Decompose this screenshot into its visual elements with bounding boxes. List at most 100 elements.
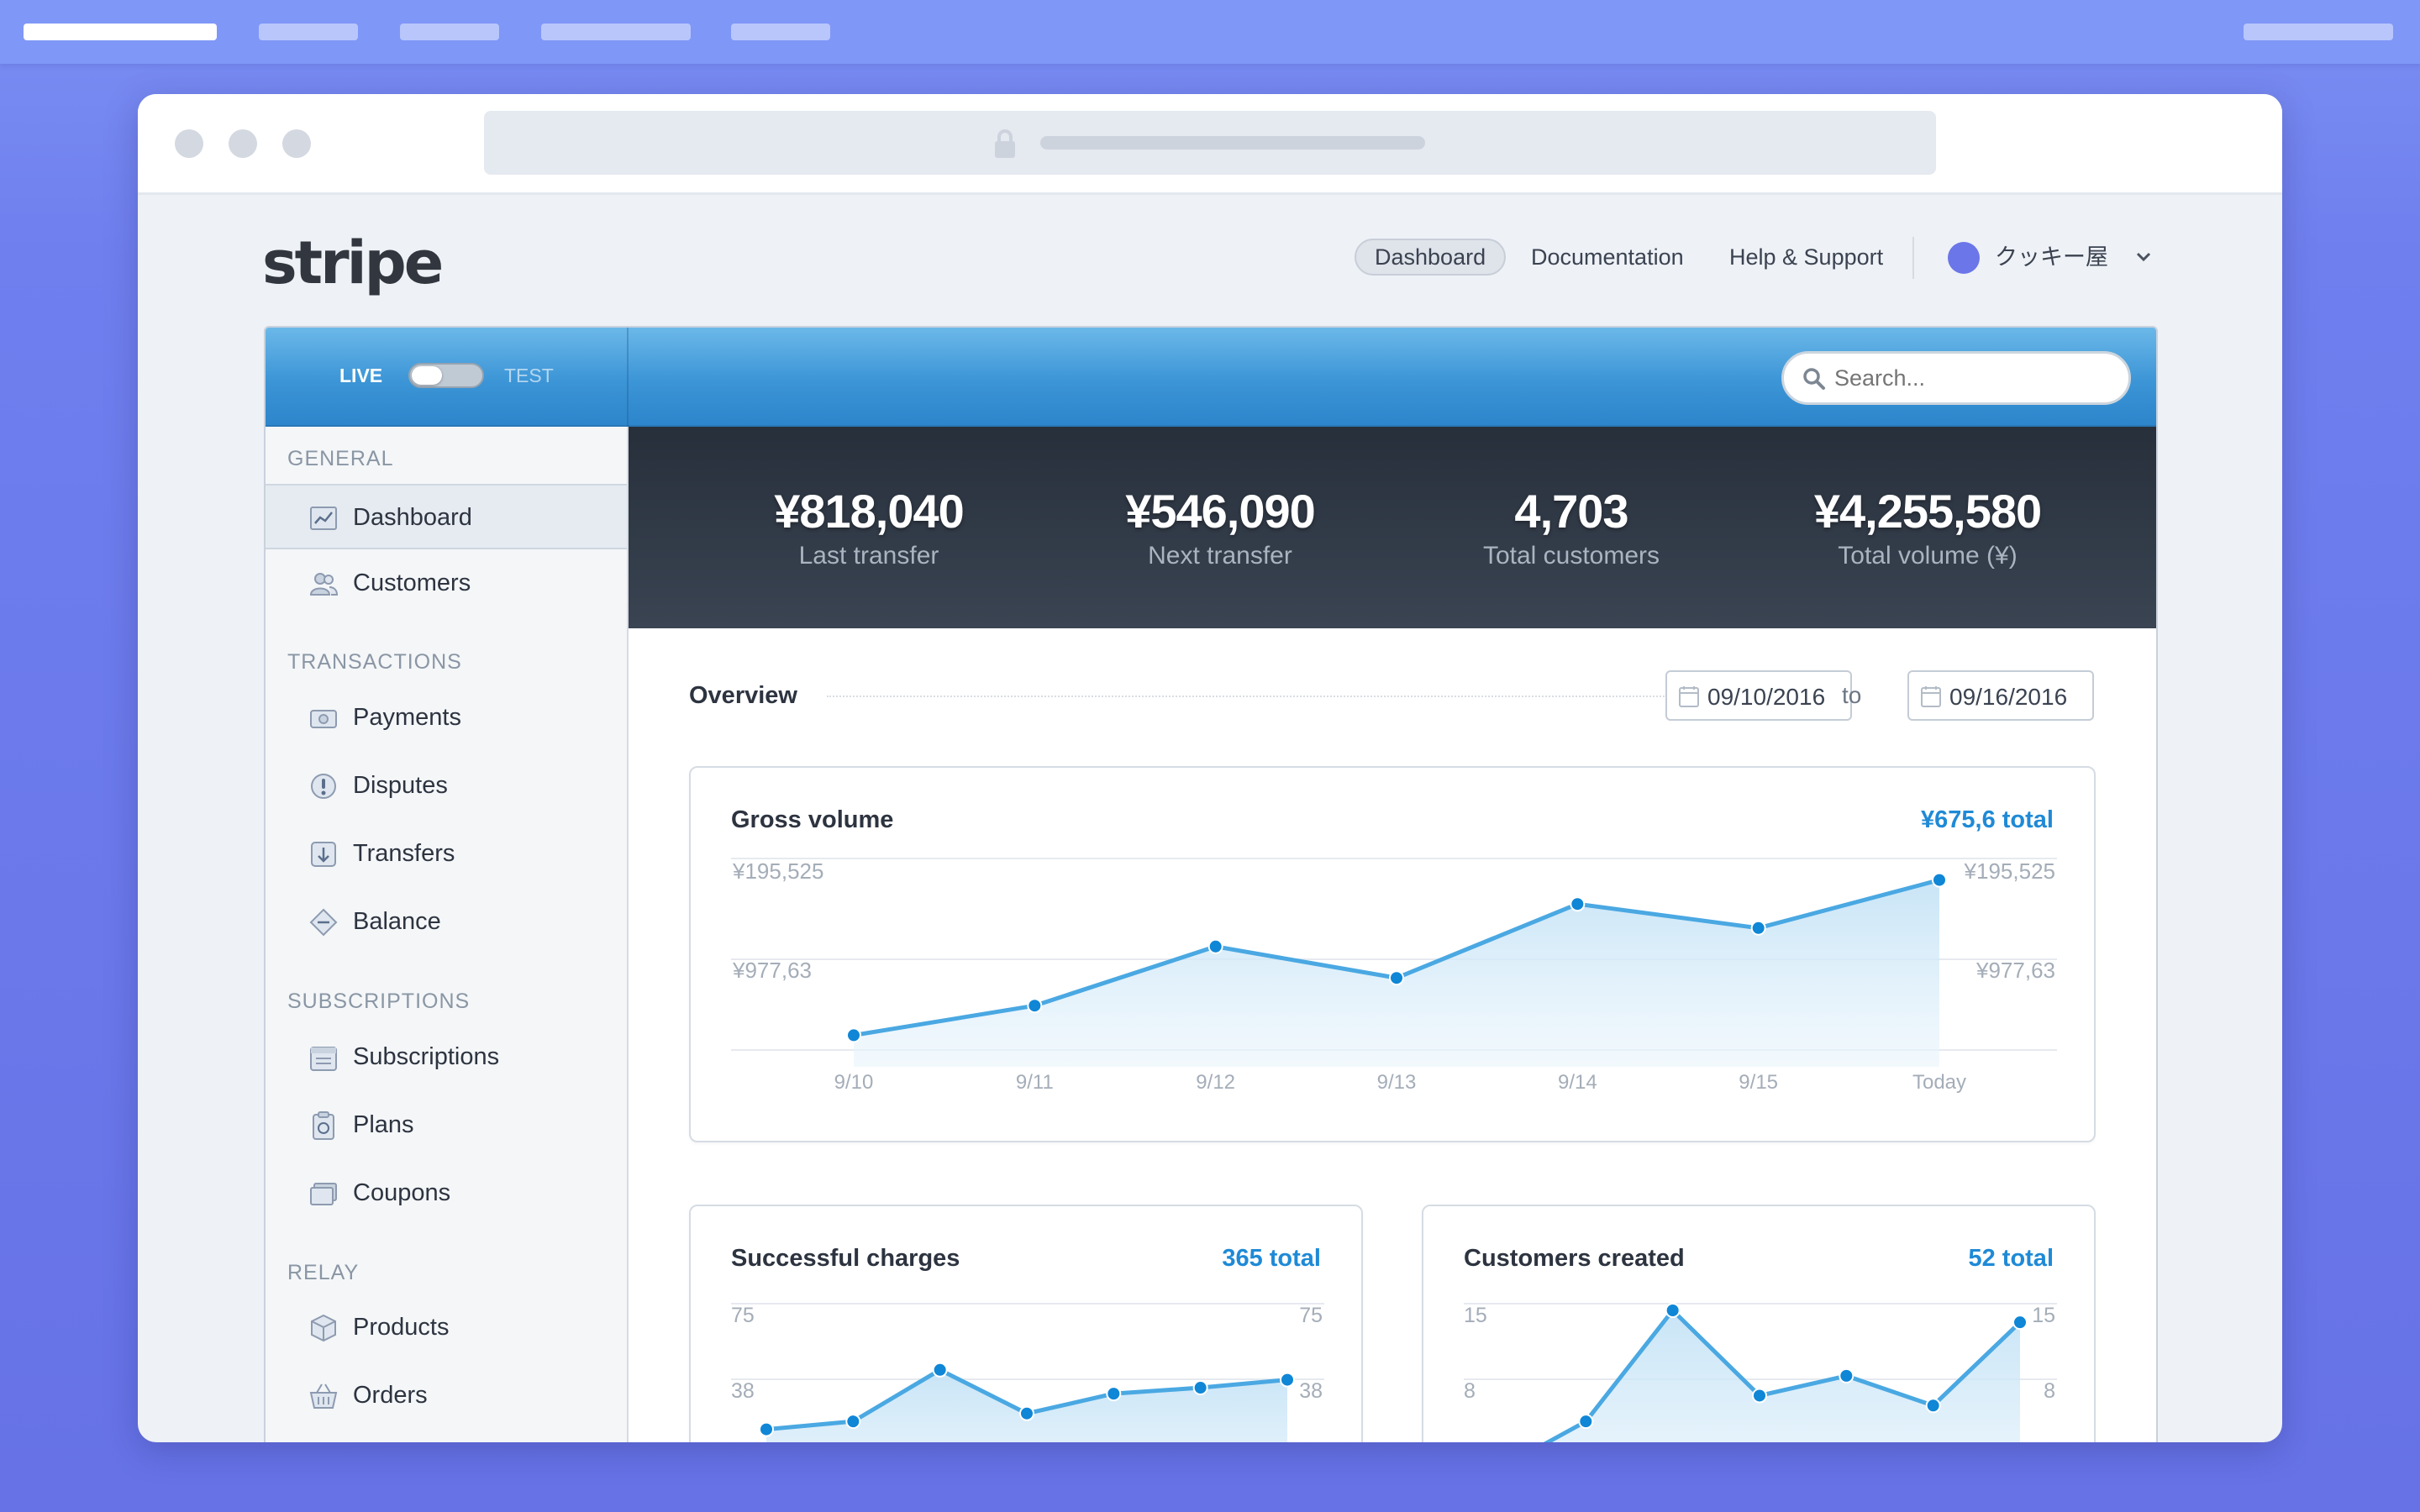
section-title-transactions: TRANSACTIONS <box>287 650 462 674</box>
y-tick-label-left: 8 <box>1464 1379 1476 1403</box>
sidebar-item-payments[interactable]: Payments <box>266 685 627 751</box>
section-title-relay: RELAY <box>287 1261 360 1284</box>
customers-created-card[interactable]: 15 15 8 8 Customers created 52 total <box>1422 1205 2096 1442</box>
sidebar-item-products[interactable]: Products <box>266 1295 627 1361</box>
card-total: 365 total <box>1222 1245 1321 1272</box>
payments-icon <box>310 710 337 728</box>
data-point <box>1280 1372 1295 1388</box>
transfer-icon <box>311 842 336 867</box>
section-title-subscriptions: SUBSCRIPTIONS <box>287 990 471 1013</box>
stat-value: ¥546,090 <box>1125 485 1316 538</box>
live-test-toggle[interactable] <box>408 363 484 388</box>
x-tick-label: 9/14 <box>1558 1071 1597 1094</box>
x-tick-label: 9/13 <box>1377 1071 1417 1094</box>
data-point <box>1389 970 1404 986</box>
dashboard-panel: LIVE TEST GENERAL <box>264 326 2158 1442</box>
menu-placeholder[interactable] <box>400 24 499 40</box>
sidebar-item-plans[interactable]: Plans <box>266 1093 627 1158</box>
calendar-icon <box>1921 686 1941 707</box>
sidebar-item-dashboard[interactable]: Dashboard <box>266 484 627 549</box>
stat-total-volume[interactable]: ¥4,255,580 Total volume (¥) <box>1760 484 2096 570</box>
series-area <box>1548 1310 2020 1442</box>
lock-icon <box>995 129 1015 158</box>
calendar-icon <box>1679 686 1699 707</box>
menu-placeholder[interactable] <box>541 24 691 40</box>
sidebar-item-balance[interactable]: Balance <box>266 890 627 955</box>
sidebar-item-orders[interactable]: Orders <box>266 1363 627 1429</box>
data-point <box>1925 1398 1941 1414</box>
users-icon <box>309 573 338 596</box>
card-title: Successful charges <box>731 1245 960 1272</box>
data-point <box>1207 938 1223 954</box>
nav-documentation[interactable]: Documentation <box>1531 244 1684 270</box>
sidebar-item-customers[interactable]: Customers <box>266 551 627 617</box>
y-tick-label-right: ¥977,63 <box>1975 958 2055 983</box>
card-total: 52 total <box>1968 1245 2054 1272</box>
close-window-button[interactable] <box>175 129 203 158</box>
sidebar-item-label: Dashboard <box>353 504 472 531</box>
sidebar-item-label: Balance <box>353 908 441 935</box>
live-mode-label[interactable]: LIVE <box>339 365 383 386</box>
url-placeholder <box>1040 136 1425 150</box>
data-point <box>1665 1303 1681 1318</box>
menu-placeholder[interactable] <box>731 24 830 40</box>
browser-toolbar <box>138 94 2282 195</box>
data-point <box>1027 998 1043 1014</box>
date-to-field[interactable]: 09/16/2016 <box>1907 670 2094 721</box>
chart-icon <box>310 507 337 530</box>
sidebar-item-label: Transfers <box>353 840 455 867</box>
card-title: Gross volume <box>731 806 894 833</box>
section-title-general: GENERAL <box>287 447 394 470</box>
nav-dashboard[interactable]: Dashboard <box>1355 239 1507 276</box>
stat-total-customers[interactable]: 4,703 Total customers <box>1403 484 1739 570</box>
sidebar-item-coupons[interactable]: Coupons <box>266 1161 627 1226</box>
gross-volume-card[interactable]: ¥195,525 ¥195,525 ¥977,63 ¥977,63 9/10 9/11 9/… <box>689 766 2096 1142</box>
stat-last-transfer[interactable]: ¥818,040 Last transfer <box>701 484 1037 570</box>
nav-help-support[interactable]: Help & Support <box>1729 244 1884 270</box>
chevron-down-icon[interactable] <box>2134 250 2153 264</box>
series-area <box>854 879 1939 1067</box>
data-point <box>1570 896 1586 912</box>
stat-value: ¥4,255,580 <box>1813 485 2042 538</box>
sidebar-item-subscriptions[interactable]: Subscriptions <box>266 1025 627 1090</box>
sidebar-item-label: Coupons <box>353 1179 451 1206</box>
stripe-logo[interactable]: stripe <box>262 228 444 297</box>
account-avatar[interactable] <box>1948 242 1980 274</box>
search-box[interactable] <box>1781 351 2131 405</box>
nav-divider <box>1912 237 1914 279</box>
data-point <box>759 1421 774 1437</box>
x-tick-label: 9/12 <box>1196 1071 1235 1094</box>
account-name[interactable]: クッキー屋 <box>1995 244 2108 270</box>
date-from-field[interactable]: 09/10/2016 <box>1665 670 1852 721</box>
y-tick-label-left: ¥195,525 <box>732 858 823 884</box>
stat-value: 4,703 <box>1514 485 1628 538</box>
search-input[interactable] <box>1834 360 2112 396</box>
toggle-knob <box>412 366 442 385</box>
sidebar-item-disputes[interactable]: Disputes <box>266 753 627 819</box>
successful-charges-card[interactable]: 75 75 38 38 Successful charges 365 total <box>689 1205 1363 1442</box>
y-tick-label-left: 38 <box>731 1379 755 1403</box>
sidebar-item-label: Products <box>353 1314 450 1341</box>
sidebar-item-transfers[interactable]: Transfers <box>266 822 627 887</box>
status-placeholder <box>2244 24 2393 40</box>
data-point <box>1192 1380 1208 1396</box>
x-tick-label: 9/11 <box>1016 1071 1054 1094</box>
stat-next-transfer[interactable]: ¥546,090 Next transfer <box>1052 484 1388 570</box>
data-point <box>2012 1315 2028 1331</box>
card-title: Customers created <box>1464 1245 1685 1272</box>
sidebar-item-label: Subscriptions <box>353 1043 500 1070</box>
test-mode-label[interactable]: TEST <box>504 365 554 386</box>
zoom-window-button[interactable] <box>282 129 311 158</box>
data-point <box>1578 1414 1594 1430</box>
y-tick-label-right: ¥195,525 <box>1964 858 2055 884</box>
x-tick-label: 9/10 <box>834 1071 874 1094</box>
menu-placeholder[interactable] <box>259 24 358 40</box>
sidebar-item-label: Plans <box>353 1111 414 1138</box>
minimize-window-button[interactable] <box>229 129 257 158</box>
sidebar-item-label: Disputes <box>353 772 448 799</box>
address-bar[interactable] <box>484 111 1936 175</box>
data-point <box>1932 872 1947 888</box>
basket-icon <box>309 1383 338 1409</box>
menu-placeholder-active[interactable] <box>24 24 217 40</box>
stat-label: Next transfer <box>1148 542 1292 570</box>
